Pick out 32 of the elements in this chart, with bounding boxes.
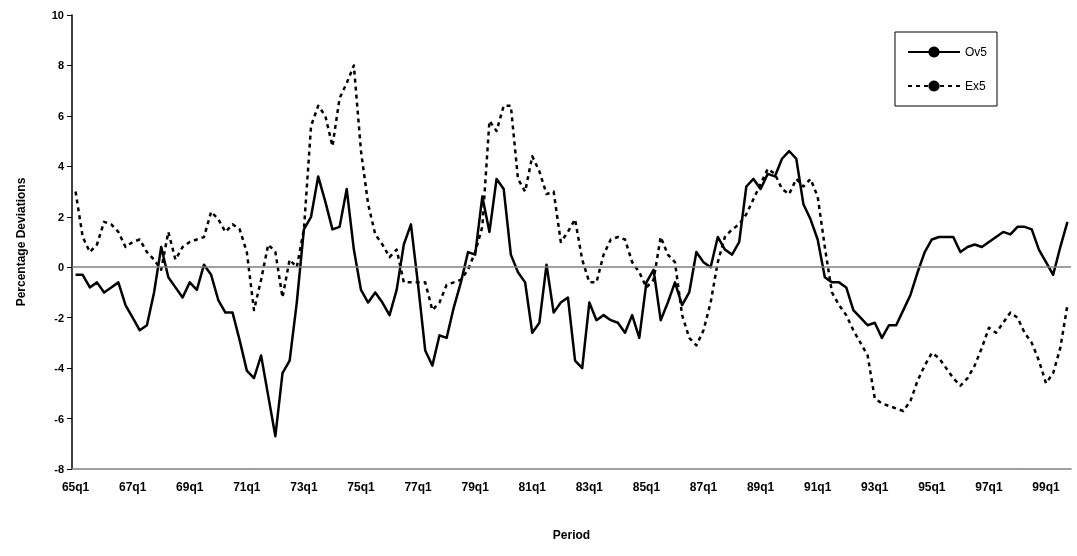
- y-axis-title: Percentage Deviations: [14, 177, 28, 307]
- x-tick-label: 93q1: [861, 480, 889, 494]
- x-tick-label: 95q1: [918, 480, 946, 494]
- legend-label: Ov5: [964, 45, 988, 59]
- x-tick-label: 75q1: [347, 480, 375, 494]
- x-tick-label: 71q1: [233, 480, 261, 494]
- x-tick-label: 99q1: [1032, 480, 1061, 494]
- x-tick-label: 65q1: [61, 480, 90, 494]
- y-tick-label: 8: [57, 59, 64, 72]
- y-tick-label: 0: [57, 261, 64, 274]
- y-tick-label: 10: [51, 9, 64, 21]
- y-tick-label: 2: [57, 210, 64, 223]
- x-tick-label: 85q1: [632, 480, 661, 494]
- x-axis-title: Period: [552, 528, 591, 542]
- y-tick-label: -8: [54, 463, 64, 475]
- legend-label: Ex5: [964, 79, 986, 93]
- y-tick-label: 4: [57, 160, 65, 173]
- x-tick-label: 77q1: [404, 480, 433, 494]
- x-tick-label: 89q1: [746, 480, 775, 494]
- x-tick-label: 83q1: [575, 480, 604, 494]
- x-tick-label: 73q1: [290, 480, 318, 494]
- x-tick-label: 87q1: [689, 480, 718, 494]
- x-tick-label: 69q1: [176, 480, 204, 494]
- x-tick-label: 97q1: [975, 480, 1003, 494]
- y-tick-label: -4: [54, 362, 65, 375]
- y-tick-label: 6: [57, 109, 64, 122]
- x-tick-label: 67q1: [118, 480, 147, 494]
- y-tick-label: -6: [54, 412, 64, 425]
- x-tick-label: 79q1: [461, 480, 490, 494]
- x-tick-label: 91q1: [804, 480, 832, 494]
- x-tick-label: 81q1: [518, 480, 547, 494]
- y-tick-label: -2: [54, 311, 64, 324]
